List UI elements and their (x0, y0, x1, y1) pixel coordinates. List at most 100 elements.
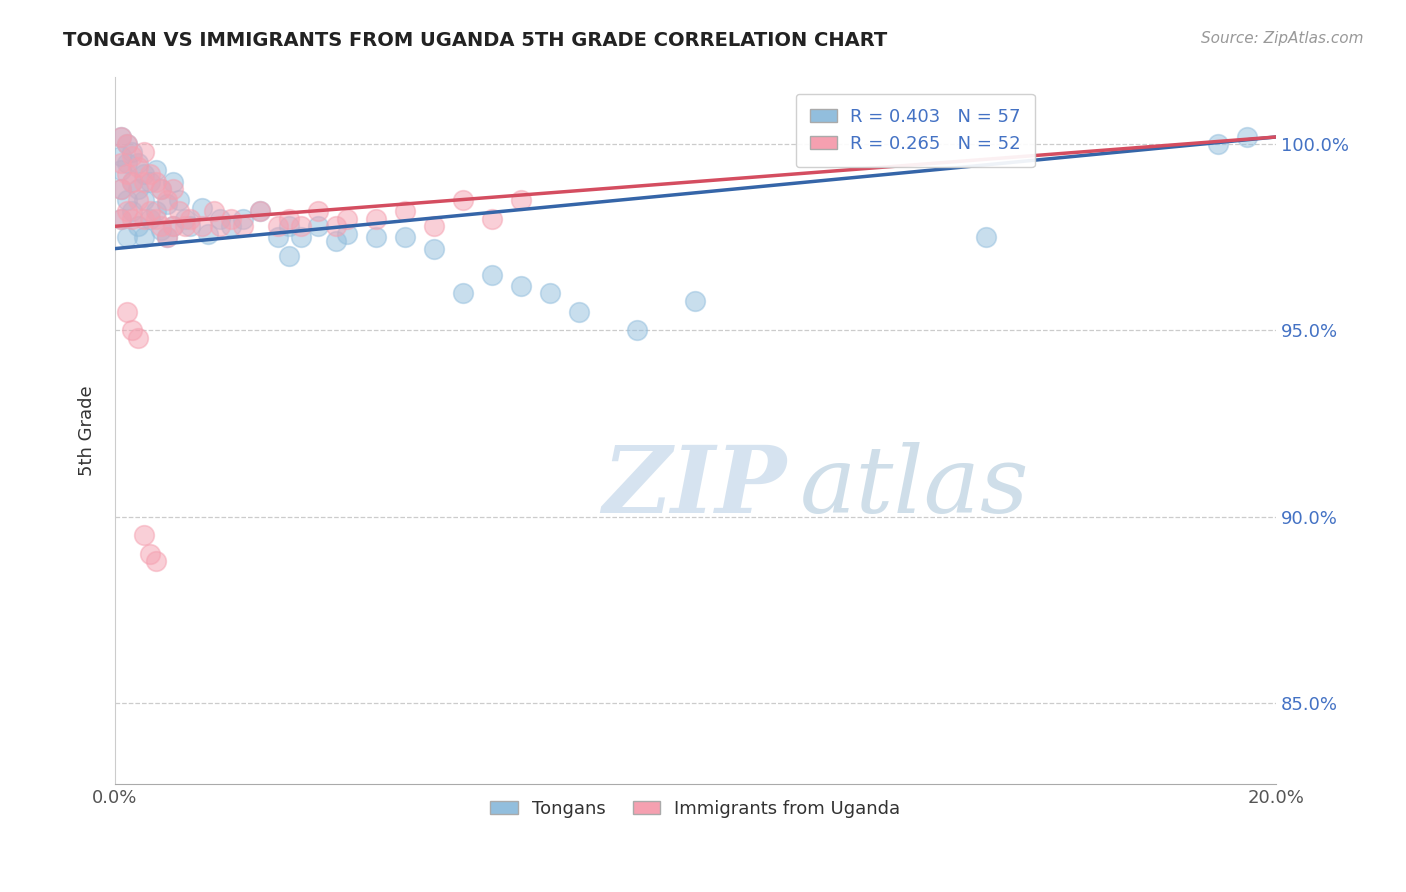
Point (150, 182, 173, 196)
Point (453, 193, 475, 207)
Point (110, 163, 132, 178)
Point (156, 193, 179, 207)
Point (167, 204, 190, 219)
Point (336, 227, 359, 241)
Point (139, 175, 162, 189)
Point (208, 211, 231, 226)
Point (110, 182, 132, 196)
Point (110, 130, 132, 145)
Point (156, 230, 179, 244)
Point (266, 219, 288, 234)
Point (115, 137, 138, 152)
Point (1206, 137, 1229, 152)
Point (127, 219, 149, 234)
Point (481, 211, 503, 226)
Point (127, 160, 149, 174)
Point (232, 219, 254, 234)
Point (423, 219, 446, 234)
Point (145, 211, 167, 226)
Point (156, 197, 179, 211)
Point (115, 305, 138, 319)
Point (423, 242, 446, 256)
Point (249, 204, 271, 219)
Point (307, 219, 329, 234)
Point (626, 323, 648, 337)
Point (110, 182, 132, 196)
Point (145, 554, 167, 568)
Point (394, 230, 416, 244)
Legend: Tongans, Immigrants from Uganda: Tongans, Immigrants from Uganda (484, 792, 908, 825)
Point (307, 204, 329, 219)
Point (232, 211, 254, 226)
Point (249, 204, 271, 219)
Point (110, 130, 132, 145)
Point (121, 211, 143, 226)
Point (219, 211, 242, 226)
Point (173, 219, 195, 234)
Point (115, 137, 138, 152)
Point (325, 219, 347, 234)
Point (132, 175, 155, 189)
Point (121, 204, 143, 219)
Point (115, 167, 138, 181)
Point (179, 211, 201, 226)
Point (132, 528, 155, 542)
Point (121, 323, 143, 337)
Point (132, 193, 155, 207)
Point (394, 204, 416, 219)
Point (150, 223, 173, 237)
Point (510, 193, 533, 207)
Point (121, 175, 143, 189)
Point (568, 305, 591, 319)
Point (278, 219, 301, 234)
Point (336, 211, 359, 226)
Point (145, 163, 167, 178)
Point (121, 175, 143, 189)
Point (139, 547, 162, 561)
Point (121, 145, 143, 159)
Point (139, 204, 162, 219)
Point (481, 268, 503, 282)
Point (150, 219, 173, 234)
Point (974, 230, 997, 244)
Point (685, 293, 707, 308)
Point (145, 204, 167, 219)
Point (110, 148, 132, 162)
Point (110, 156, 132, 170)
Point (127, 331, 149, 345)
Point (162, 219, 184, 234)
Point (197, 227, 219, 241)
Text: Source: ZipAtlas.com: Source: ZipAtlas.com (1201, 31, 1364, 46)
Point (156, 230, 179, 244)
Point (290, 219, 312, 234)
Point (366, 211, 388, 226)
Point (115, 193, 138, 207)
Point (115, 156, 138, 170)
Point (366, 230, 388, 244)
Point (132, 211, 155, 226)
Point (325, 234, 347, 248)
Y-axis label: 5th Grade: 5th Grade (79, 385, 96, 476)
Point (121, 148, 143, 162)
Point (127, 193, 149, 207)
Point (290, 230, 312, 244)
Point (510, 278, 533, 293)
Point (191, 201, 214, 215)
Point (191, 219, 214, 234)
Point (115, 204, 138, 219)
Point (139, 211, 162, 226)
Point (150, 182, 173, 196)
Text: ZIP: ZIP (603, 442, 787, 533)
Text: TONGAN VS IMMIGRANTS FROM UGANDA 5TH GRADE CORRELATION CHART: TONGAN VS IMMIGRANTS FROM UGANDA 5TH GRA… (63, 31, 887, 50)
Point (127, 182, 149, 196)
Point (179, 219, 201, 234)
Point (132, 167, 155, 181)
Point (110, 211, 132, 226)
Point (219, 219, 242, 234)
Point (145, 175, 167, 189)
Point (173, 211, 195, 226)
Point (278, 211, 301, 226)
Point (278, 249, 301, 263)
Point (167, 193, 190, 207)
Point (162, 175, 184, 189)
